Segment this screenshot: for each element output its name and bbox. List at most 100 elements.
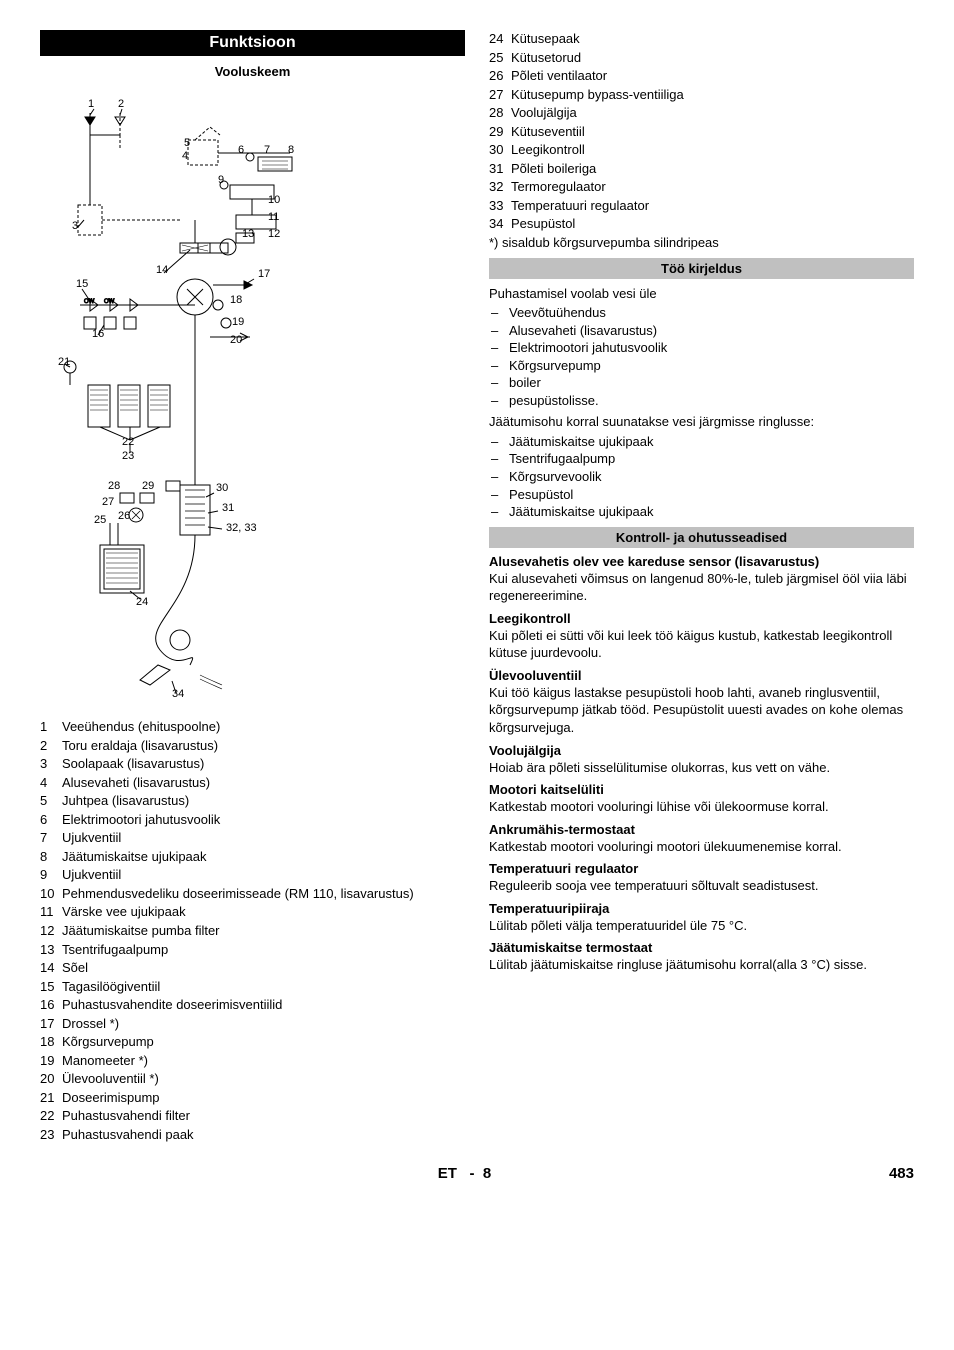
legend-num: 30 — [489, 141, 511, 159]
legend-num: 4 — [40, 774, 62, 792]
legend-num: 34 — [489, 215, 511, 233]
safety-body: Lülitab põleti välja temperatuuridel üle… — [489, 917, 914, 935]
diagram-label: 7 — [264, 144, 270, 156]
legend-item: 30Leegikontroll — [489, 141, 914, 159]
legend-num: 12 — [40, 922, 62, 940]
diagram-label: 15 — [76, 278, 88, 290]
diagram-label: 30 — [216, 482, 228, 494]
legend-text: Manomeeter *) — [62, 1052, 465, 1070]
legend-text: Tagasilöögiventiil — [62, 978, 465, 996]
legend-item: 6Elektrimootori jahutusvoolik — [40, 811, 465, 829]
legend-item: 24Kütusepaak — [489, 30, 914, 48]
legend-text: Kütusetorud — [511, 49, 914, 67]
diagram-label: 6 — [238, 144, 244, 156]
legend-item: 29Kütuseventiil — [489, 123, 914, 141]
legend-text: Voolujälgija — [511, 104, 914, 122]
dash-item: Jäätumiskaitse ujukipaak — [489, 433, 914, 451]
diagram-label: 29 — [142, 480, 154, 492]
legend-text: Pehmendusvedeliku doseerimisseade (RM 11… — [62, 885, 465, 903]
legend-item: 7Ujukventiil — [40, 829, 465, 847]
legend-item: 5Juhtpea (lisavarustus) — [40, 792, 465, 810]
legend-num: 2 — [40, 737, 62, 755]
legend-num: 5 — [40, 792, 62, 810]
legend-num: 17 — [40, 1015, 62, 1033]
legend-num: 29 — [489, 123, 511, 141]
diagram-label: 27 — [102, 496, 114, 508]
safety-heading: Jäätumiskaitse termostaat — [489, 940, 914, 955]
diagram-label: 14 — [156, 264, 168, 276]
svg-text:OW: OW — [104, 299, 115, 305]
dash-text: Jäätumiskaitse ujukipaak — [509, 433, 654, 451]
legend-text: Põleti boileriga — [511, 160, 914, 178]
legend-num: 21 — [40, 1089, 62, 1107]
legend-item: 33Temperatuuri regulaator — [489, 197, 914, 215]
legend-num: 7 — [40, 829, 62, 847]
legend-num: 6 — [40, 811, 62, 829]
footer-total: 483 — [889, 1165, 914, 1182]
legend-text: Toru eraldaja (lisavarustus) — [62, 737, 465, 755]
legend-num: 26 — [489, 67, 511, 85]
diagram-label: 17 — [258, 268, 270, 280]
legend-item: 3Soolapaak (lisavarustus) — [40, 755, 465, 773]
legend-list-left: 1Veeühendus (ehituspoolne)2Toru eraldaja… — [40, 718, 465, 1144]
legend-text: Kütusepaak — [511, 30, 914, 48]
legend-text: Leegikontroll — [511, 141, 914, 159]
diagram-label: 20 — [230, 334, 242, 346]
legend-item: 21Doseerimispump — [40, 1089, 465, 1107]
diagram-label: 3 — [72, 220, 78, 232]
legend-text: Jäätumiskaitse ujukipaak — [62, 848, 465, 866]
safety-body: Katkestab mootori vooluringi lühise või … — [489, 798, 914, 816]
legend-item: 10Pehmendusvedeliku doseerimisseade (RM … — [40, 885, 465, 903]
legend-num: 13 — [40, 941, 62, 959]
safety-block: Alusevahetis olev vee kareduse sensor (l… — [489, 554, 914, 974]
diagram-label: 32, 33 — [226, 522, 257, 534]
legend-text: Temperatuuri regulaator — [511, 197, 914, 215]
safety-header: Kontroll- ja ohutusseadised — [489, 527, 914, 548]
legend-num: 28 — [489, 104, 511, 122]
dash-text: Elektrimootori jahutusvoolik — [509, 339, 667, 357]
right-column: 24Kütusepaak25Kütusetorud26Põleti ventil… — [489, 30, 914, 1145]
legend-text: Põleti ventilaator — [511, 67, 914, 85]
legend-num: 11 — [40, 903, 62, 921]
work-desc-header: Töö kirjeldus — [489, 258, 914, 279]
dash-text: Pesupüstol — [509, 486, 573, 504]
legend-text: Termoregulaator — [511, 178, 914, 196]
legend-text: Puhastusvahendite doseerimisventiilid — [62, 996, 465, 1014]
legend-item: 15Tagasilöögiventiil — [40, 978, 465, 996]
dash-item: Alusevaheti (lisavarustus) — [489, 322, 914, 340]
diagram-label: 31 — [222, 502, 234, 514]
dash-text: Alusevaheti (lisavarustus) — [509, 322, 657, 340]
dash-item: Jäätumiskaitse ujukipaak — [489, 503, 914, 521]
diagram-label: 8 — [288, 144, 294, 156]
legend-num: 25 — [489, 49, 511, 67]
legend-text: Elektrimootori jahutusvoolik — [62, 811, 465, 829]
legend-item: 2Toru eraldaja (lisavarustus) — [40, 737, 465, 755]
dash-item: pesupüstolisse. — [489, 392, 914, 410]
safety-body: Reguleerib sooja vee temperatuuri sõltuv… — [489, 877, 914, 895]
legend-text: Soolapaak (lisavarustus) — [62, 755, 465, 773]
legend-item: 19Manomeeter *) — [40, 1052, 465, 1070]
dash-text: Jäätumiskaitse ujukipaak — [509, 503, 654, 521]
diagram-label: 16 — [92, 328, 104, 340]
dash-item: Veevõtuühendus — [489, 304, 914, 322]
legend-num: 33 — [489, 197, 511, 215]
legend-text: Juhtpea (lisavarustus) — [62, 792, 465, 810]
legend-text: Kütusepump bypass-ventiiliga — [511, 86, 914, 104]
dash-item: Kõrgsurvevoolik — [489, 468, 914, 486]
safety-body: Kui töö käigus lastakse pesupüstoli hoob… — [489, 684, 914, 737]
legend-item: 20Ülevooluventiil *) — [40, 1070, 465, 1088]
dash-item: Pesupüstol — [489, 486, 914, 504]
left-column: Funktsioon Vooluskeem — [40, 30, 465, 1145]
legend-item: 28Voolujälgija — [489, 104, 914, 122]
legend-item: 12Jäätumiskaitse pumba filter — [40, 922, 465, 940]
legend-item: 18Kõrgsurvepump — [40, 1033, 465, 1051]
diagram-label: 21 — [58, 356, 70, 368]
legend-text: Kütuseventiil — [511, 123, 914, 141]
diagram-label: 34 — [172, 688, 184, 700]
safety-heading: Leegikontroll — [489, 611, 914, 626]
footer-page: 8 — [483, 1165, 491, 1182]
diagram-label: 18 — [230, 294, 242, 306]
legend-text: Kõrgsurvepump — [62, 1033, 465, 1051]
legend-text: Alusevaheti (lisavarustus) — [62, 774, 465, 792]
legend-num: 15 — [40, 978, 62, 996]
